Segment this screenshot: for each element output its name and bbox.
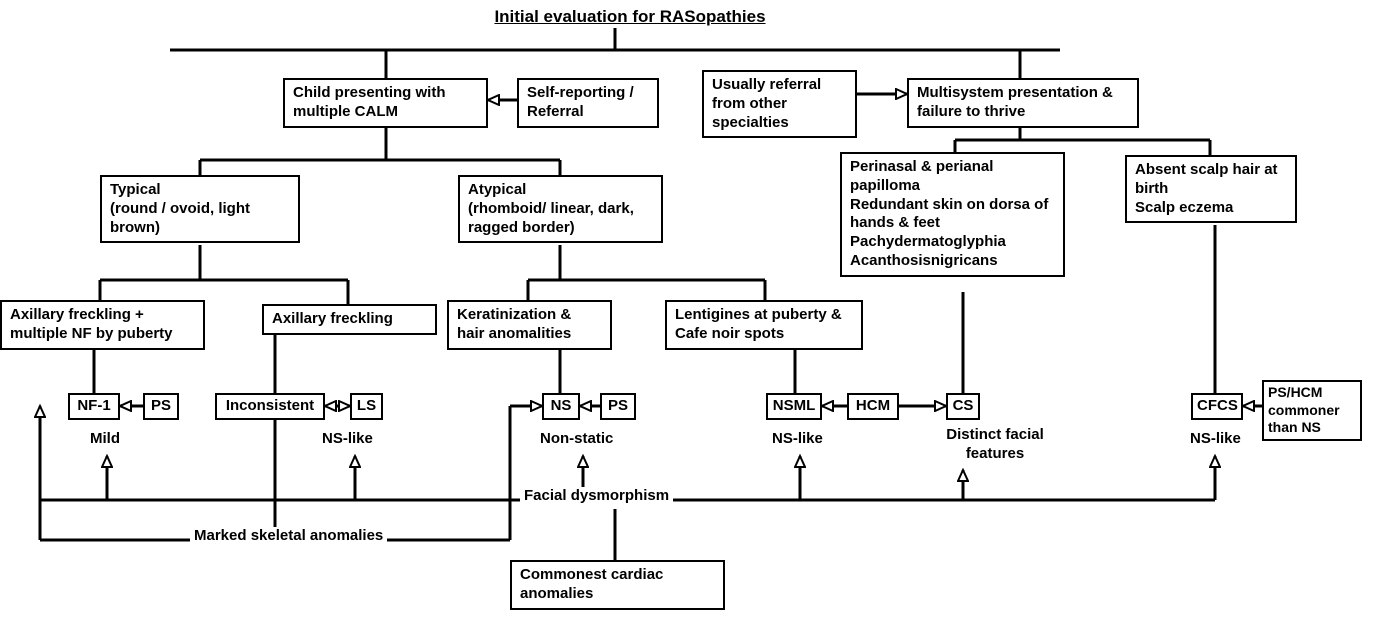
node-ps1: PS	[143, 393, 179, 420]
node-commonest-cardiac: Commonest cardiac anomalies	[510, 560, 725, 610]
node-ps-hcm-commoner: PS/HCM commoner than NS	[1262, 380, 1362, 441]
node-cs: CS	[946, 393, 980, 420]
node-child-calm: Child presenting with multiple CALM	[283, 78, 488, 128]
node-axillary-nf: Axillary freckling + multiple NF by pube…	[0, 300, 205, 350]
label-mild: Mild	[90, 430, 120, 449]
node-ns: NS	[542, 393, 580, 420]
node-nsml: NSML	[766, 393, 822, 420]
node-ls: LS	[350, 393, 383, 420]
node-perinasal: Perinasal & perianal papilloma Redundant…	[840, 152, 1065, 277]
label-ns-like-2: NS-like	[772, 430, 823, 449]
label-ns-like-3: NS-like	[1190, 430, 1241, 449]
node-inconsistent: Inconsistent	[215, 393, 325, 420]
node-ps2: PS	[600, 393, 636, 420]
node-lentigines: Lentigines at puberty & Cafe noir spots	[665, 300, 863, 350]
label-facial-dysmorphism: Facial dysmorphism	[520, 487, 673, 506]
node-cfcs: CFCS	[1191, 393, 1243, 420]
node-atypical: Atypical (rhomboid/ linear, dark, ragged…	[458, 175, 663, 243]
node-nf1: NF-1	[68, 393, 120, 420]
node-axillary-freckling: Axillary freckling	[262, 304, 437, 335]
node-usually-referral: Usually referral from other specialties	[702, 70, 857, 138]
label-marked-skeletal: Marked skeletal anomalies	[190, 527, 387, 546]
node-multisystem: Multisystem presentation & failure to th…	[907, 78, 1139, 128]
node-keratinization: Keratinization & hair anomalities	[447, 300, 612, 350]
label-ns-like-1: NS-like	[322, 430, 373, 449]
label-non-static: Non-static	[540, 430, 613, 449]
label-distinct-facial: Distinct facial features	[930, 426, 1060, 464]
diagram-title: Initial evaluation for RASopathies	[460, 6, 800, 27]
node-absent-scalp: Absent scalp hair at birth Scalp eczema	[1125, 155, 1297, 223]
node-hcm: HCM	[847, 393, 899, 420]
node-self-report: Self-reporting / Referral	[517, 78, 659, 128]
node-typical: Typical (round / ovoid, light brown)	[100, 175, 300, 243]
